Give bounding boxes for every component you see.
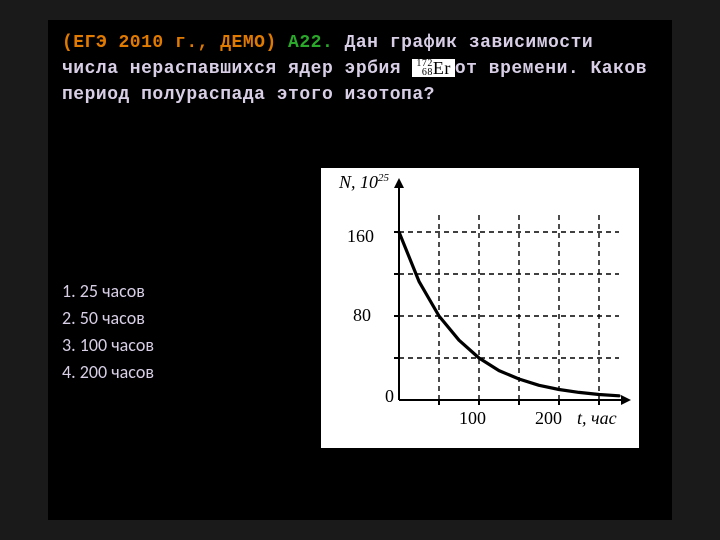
- decay-chart: N, 1025 160 80 0 100 200 t, час: [321, 168, 639, 448]
- origin-label: 0: [385, 386, 394, 407]
- chart-container: N, 1025 160 80 0 100 200 t, час: [302, 168, 658, 448]
- answer-option: 4. 200 часов: [62, 359, 302, 386]
- slide: (ЕГЭ 2010 г., ДЕМО) А22. Дан график зави…: [48, 20, 672, 520]
- isotope-symbol: 17268Er: [412, 59, 455, 77]
- content-row: 1. 25 часов 2. 50 часов 3. 100 часов 4. …: [62, 168, 658, 448]
- answer-option: 1. 25 часов: [62, 278, 302, 305]
- problem-number: А22.: [288, 33, 345, 53]
- problem-source: (ЕГЭ 2010 г., ДЕМО): [62, 33, 288, 53]
- y-tick-label: 80: [353, 305, 371, 326]
- y-axis-title: N, 1025: [339, 172, 389, 193]
- problem-statement: (ЕГЭ 2010 г., ДЕМО) А22. Дан график зави…: [62, 30, 658, 108]
- answer-option: 3. 100 часов: [62, 332, 302, 359]
- answer-option: 2. 50 часов: [62, 305, 302, 332]
- isotope-element: Er: [433, 58, 451, 78]
- x-tick-label: 200: [535, 408, 562, 429]
- y-tick-label: 160: [347, 226, 374, 247]
- x-axis-title: t, час: [577, 408, 617, 429]
- answers-list: 1. 25 часов 2. 50 часов 3. 100 часов 4. …: [62, 278, 302, 386]
- x-tick-label: 100: [459, 408, 486, 429]
- isotope-z: 68: [422, 67, 433, 78]
